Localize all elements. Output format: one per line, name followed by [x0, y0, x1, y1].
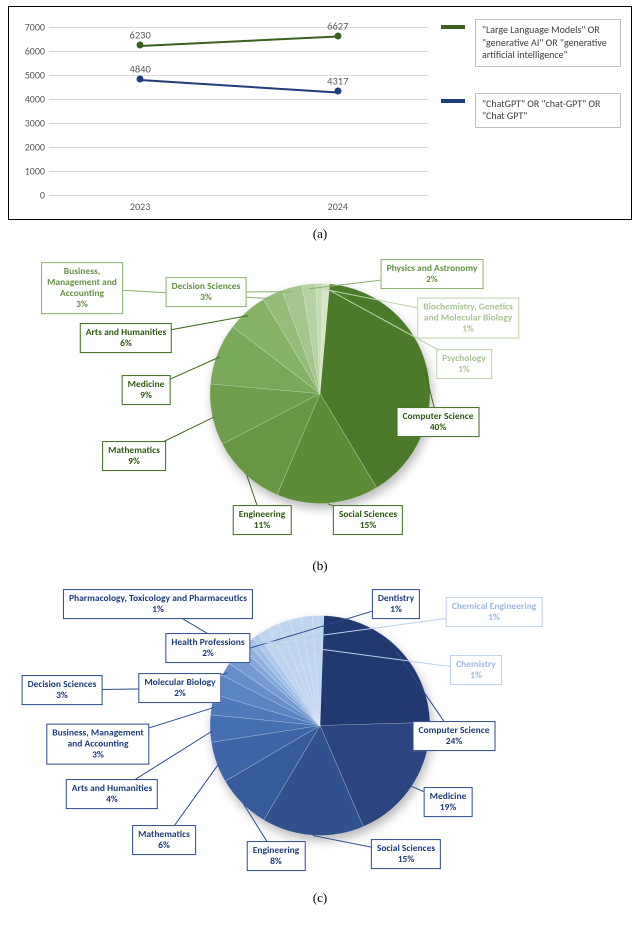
gridline: [49, 27, 429, 28]
pie-slice-pct: 1%: [378, 604, 414, 615]
pie-slice-pct: 8%: [253, 856, 300, 867]
pie-slice-label: Business,Management andAccounting3%: [41, 262, 123, 314]
pie-slice-pct: 1%: [423, 323, 513, 334]
gridline: [49, 123, 429, 124]
line-chart-plot: 0100020003000400050006000700020232024623…: [49, 15, 429, 195]
gridline: [49, 171, 429, 172]
pie-chart-b: Computer Science40% Social Sciences15% Eng…: [8, 252, 632, 552]
pie-slice-label: Medicine19%: [424, 787, 473, 817]
pie-slice-label: Dentistry1%: [372, 589, 420, 619]
sublabel-c: (c): [8, 890, 632, 906]
y-axis-tick: 7000: [13, 21, 45, 34]
pie-slice-pct: 2%: [387, 274, 478, 285]
legend-entry: "ChatGPT" OR "chat-GPT" OR "Chat GPT": [441, 93, 621, 128]
pie-slice-label: Physics and Astronomy2%: [381, 259, 484, 289]
figure-root: 0 1000 2000 3000 4000 5000 6000 7000 2023 2024 623…: [0, 0, 640, 934]
pie-slice-pct: 2%: [171, 648, 244, 659]
pie-slice-label: Biochemistry, Geneticsand Molecular Biol…: [417, 298, 519, 339]
llm-series-datalabel: 6627: [327, 20, 348, 33]
line-chart-panel: 0 1000 2000 3000 4000 5000 6000 7000 2023 2024 623…: [8, 6, 632, 220]
pie-slice-label: Decision Sciences3%: [22, 675, 103, 705]
pie-slice-pct: 40%: [403, 422, 474, 433]
pie-slice-pct: 4%: [72, 794, 152, 805]
pie-slice-pct: 1%: [452, 612, 537, 623]
chatgpt-series-line: [140, 79, 338, 94]
y-axis-tick: 3000: [13, 117, 45, 130]
llm-series-marker: [137, 42, 144, 49]
llm-series-marker: [334, 32, 341, 39]
gridline: [49, 99, 429, 100]
pie-slice: [320, 616, 430, 726]
pie-slice-pct: 3%: [28, 690, 97, 701]
x-axis-tick: 2024: [328, 200, 348, 213]
pie-slice-label: Social Sciences15%: [333, 505, 403, 535]
pie-slice-pct: 15%: [339, 520, 397, 531]
llm-series-line: [140, 36, 338, 48]
pie-slice-label: Computer Science40%: [397, 407, 480, 437]
pie-slice-label: Arts and Humanities4%: [66, 779, 158, 809]
llm-series-datalabel: 6230: [130, 29, 151, 42]
pie-slice-pct: 6%: [138, 840, 190, 851]
pie-slice-label: Mathematics6%: [132, 825, 196, 855]
y-axis-tick: 1000: [13, 165, 45, 178]
pie-slice-label: Engineering11%: [233, 505, 292, 535]
pie-slice-label: Social Sciences15%: [371, 839, 441, 869]
pie-slice-pct: 6%: [86, 338, 166, 349]
y-axis-tick: 5000: [13, 69, 45, 82]
legend-label: "ChatGPT" OR "chat-GPT" OR "Chat GPT": [475, 93, 621, 128]
pie-slice-pct: 2%: [144, 688, 215, 699]
pie-slice-pct: 1%: [456, 670, 496, 681]
gridline: [49, 147, 429, 148]
pie-chart-c: Computer Science24% Medicine19% Social Sci…: [8, 584, 632, 884]
pie-slice-pct: 15%: [377, 854, 435, 865]
pie-slice-pct: 1%: [442, 364, 486, 375]
pie-slice-pct: 9%: [108, 456, 160, 467]
gridline: [49, 75, 429, 76]
pie-slice-label: Health Professions2%: [165, 633, 250, 663]
pie-slice-label: Engineering8%: [247, 841, 306, 871]
pie-slice-label: Chemical Engineering1%: [446, 597, 543, 627]
chatgpt-series-marker: [334, 88, 341, 95]
pie-slice-label: Decision Sciences3%: [166, 277, 247, 307]
chatgpt-series-datalabel: 4840: [130, 63, 151, 76]
chatgpt-series-marker: [137, 75, 144, 82]
sublabel-a: (a): [8, 226, 632, 242]
pie-slice-label: Mathematics9%: [102, 441, 166, 471]
y-axis-tick: 0: [13, 189, 45, 202]
gridline: [49, 195, 429, 196]
pie-slice-label: Arts and Humanities6%: [80, 323, 172, 353]
pie-slice-pct: 3%: [47, 299, 117, 310]
legend-swatch: [441, 99, 465, 103]
gridline: [49, 51, 429, 52]
pie-b-wrap: [210, 284, 430, 509]
y-axis-tick: 6000: [13, 45, 45, 58]
pie-slice-pct: 1%: [69, 604, 247, 615]
pie-slice-pct: 19%: [430, 802, 467, 813]
pie-slice-pct: 11%: [239, 520, 286, 531]
pie-slice-pct: 9%: [128, 390, 165, 401]
line-chart-legend: "Large Language Models" OR "generative A…: [441, 19, 621, 154]
pie-slice-pct: 24%: [419, 736, 490, 747]
pie-slice-label: Psychology1%: [436, 349, 492, 379]
pie-slice-label: Business, Managementand Accounting3%: [46, 724, 149, 765]
pie-slice-label: Medicine9%: [122, 375, 171, 405]
y-axis-tick: 4000: [13, 93, 45, 106]
pie-slice-pct: 3%: [52, 749, 143, 760]
pie-slice-label: Chemistry1%: [450, 655, 502, 685]
pie-slice-label: Molecular Biology2%: [138, 673, 221, 703]
pie-slice-pct: 3%: [172, 292, 241, 303]
y-axis-tick: 2000: [13, 141, 45, 154]
legend-label: "Large Language Models" OR "generative A…: [475, 19, 621, 67]
legend-swatch: [441, 25, 465, 29]
x-axis-tick: 2023: [130, 200, 150, 213]
pie-svg: [210, 284, 430, 504]
pie-slice-label: Pharmacology, Toxicology and Pharmaceuti…: [63, 589, 253, 619]
legend-entry: "Large Language Models" OR "generative A…: [441, 19, 621, 67]
sublabel-b: (b): [8, 558, 632, 574]
chatgpt-series-datalabel: 4317: [327, 75, 348, 88]
pie-slice-label: Computer Science24%: [413, 721, 496, 751]
